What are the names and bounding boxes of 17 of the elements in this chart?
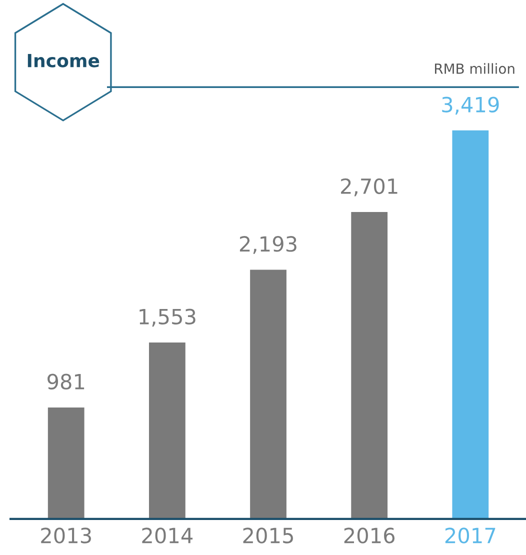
data-label: 2,701 <box>341 178 398 196</box>
x-tick-label: 2016 <box>344 528 395 544</box>
bar <box>351 212 388 519</box>
chart-subtitle: RMB million <box>435 63 514 74</box>
data-label: 981 <box>48 374 84 390</box>
bar <box>250 270 286 519</box>
data-label: 3,419 <box>442 96 499 115</box>
x-tick-label: 2017 <box>445 528 496 544</box>
bar <box>48 407 84 519</box>
x-tick-label: 2013 <box>41 528 91 544</box>
bar <box>452 130 489 519</box>
data-label: 2,193 <box>240 236 296 254</box>
x-tick-label: 2014 <box>142 528 193 544</box>
x-tick-label: 2015 <box>243 528 293 544</box>
chart-title: Income <box>28 54 100 68</box>
bar <box>148 342 186 519</box>
data-label: 1,553 <box>140 308 196 327</box>
